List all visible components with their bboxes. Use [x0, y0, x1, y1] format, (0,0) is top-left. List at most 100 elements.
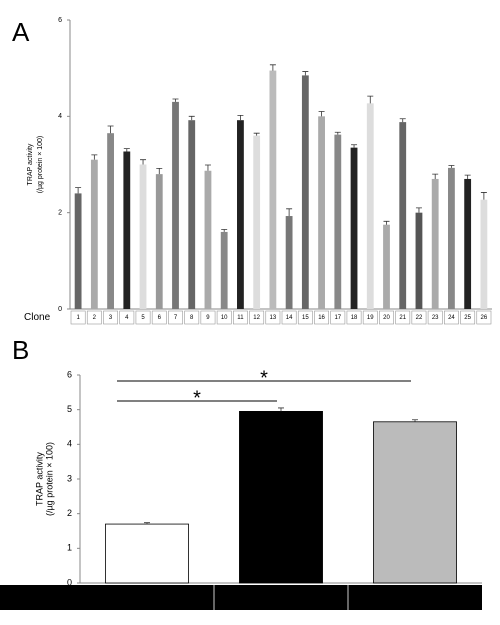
category-box — [297, 310, 313, 325]
category-box — [119, 310, 135, 325]
error-bar — [221, 229, 228, 232]
bar — [107, 133, 114, 309]
bar — [155, 174, 163, 309]
bar — [480, 199, 488, 309]
x-tick-label: 22 — [416, 315, 423, 321]
error-bar — [383, 220, 390, 225]
x-tick-label: 3 — [109, 315, 113, 321]
error-bar — [278, 407, 284, 412]
y-tick-label: 6 — [58, 17, 62, 24]
bar — [301, 75, 309, 310]
x-tick-label: 2 — [93, 315, 97, 321]
error-bar — [334, 131, 341, 135]
category-box — [395, 310, 411, 325]
y-tick-label: 6 — [67, 369, 72, 379]
x-tick-label: 21 — [399, 315, 406, 321]
category-box — [200, 310, 216, 325]
significance-marker: * — [260, 367, 268, 389]
x-tick-label: 4 — [125, 315, 129, 321]
error-bar — [464, 174, 471, 179]
error-bar — [351, 144, 358, 148]
x-tick-label: 18 — [351, 315, 358, 321]
x-tick-label: 5 — [141, 315, 145, 321]
bar — [366, 103, 374, 309]
y-tick-label: 0 — [67, 577, 72, 587]
bar — [239, 410, 323, 584]
x-tick-label: 12 — [253, 315, 260, 321]
category-box — [249, 310, 265, 325]
bar — [334, 134, 342, 309]
y-axis-label: TRAP activity — [34, 452, 44, 506]
bar — [188, 120, 196, 309]
category-box — [135, 310, 151, 325]
category-band — [0, 585, 482, 610]
x-tick-label: 13 — [270, 315, 277, 321]
bar — [350, 147, 358, 309]
category-box — [281, 310, 297, 325]
y-tick-label: 4 — [58, 113, 62, 120]
category-box — [151, 310, 167, 325]
significance-marker: * — [193, 387, 201, 409]
bar — [220, 231, 228, 309]
bar — [464, 178, 472, 309]
x-tick-label: 19 — [367, 315, 374, 321]
bar — [90, 159, 98, 309]
error-bar — [91, 154, 98, 160]
x-tick-label: 6 — [158, 315, 162, 321]
category-box — [362, 310, 378, 325]
category-box — [330, 310, 346, 325]
bar — [253, 135, 261, 309]
y-axis-label: (/µg protein × 100) — [37, 136, 44, 194]
x-tick-label: 15 — [302, 315, 309, 321]
x-axis-label: Clone — [14, 589, 48, 604]
bar — [172, 101, 179, 309]
category-box — [103, 310, 118, 325]
y-tick-label: 0 — [58, 306, 62, 313]
error-bar — [480, 192, 487, 200]
x-tick-label: 11 — [237, 315, 244, 321]
error-bar — [412, 419, 418, 422]
error-bar — [269, 64, 276, 71]
x-tick-label: 25 — [464, 315, 471, 321]
x-tick-label: 16 — [318, 315, 325, 321]
category-box — [379, 310, 394, 325]
error-bar — [253, 132, 260, 136]
y-tick-label: 1 — [67, 543, 72, 553]
bar — [237, 120, 244, 309]
category-box — [86, 310, 102, 325]
error-bar — [302, 71, 309, 76]
x-axis-label: Clone — [24, 312, 51, 323]
bar — [269, 70, 277, 309]
error-bar — [399, 118, 406, 123]
y-tick-label: 2 — [67, 508, 72, 518]
x-tick-label: 17 — [334, 315, 341, 321]
x-tick-label: 9 — [206, 315, 210, 321]
x-tick-label: 14 — [286, 315, 293, 321]
error-bar — [75, 187, 82, 194]
category-box — [233, 310, 248, 325]
x-tick-label: 13 — [273, 588, 289, 604]
category-box — [184, 310, 200, 325]
bar — [431, 178, 439, 309]
bar — [285, 216, 293, 309]
x-tick-label: 8 — [190, 315, 194, 321]
category-box — [216, 310, 232, 325]
error-bar — [204, 164, 211, 171]
error-bar — [367, 95, 374, 104]
panel-label: A — [12, 17, 30, 47]
category-box — [346, 310, 362, 325]
bar — [139, 164, 147, 309]
panel-label: B — [12, 335, 29, 365]
error-bar — [432, 173, 439, 179]
y-axis-label: TRAP activity — [27, 143, 34, 185]
y-axis-label: (/µg protein × 100) — [44, 442, 54, 516]
category-box — [411, 310, 427, 325]
error-bar — [188, 115, 195, 121]
bar — [318, 116, 325, 309]
x-tick-label: 10 — [139, 588, 155, 604]
error-bar — [156, 167, 163, 175]
x-tick-label: 20 — [383, 315, 390, 321]
bar — [415, 212, 423, 309]
error-bar — [237, 114, 244, 121]
